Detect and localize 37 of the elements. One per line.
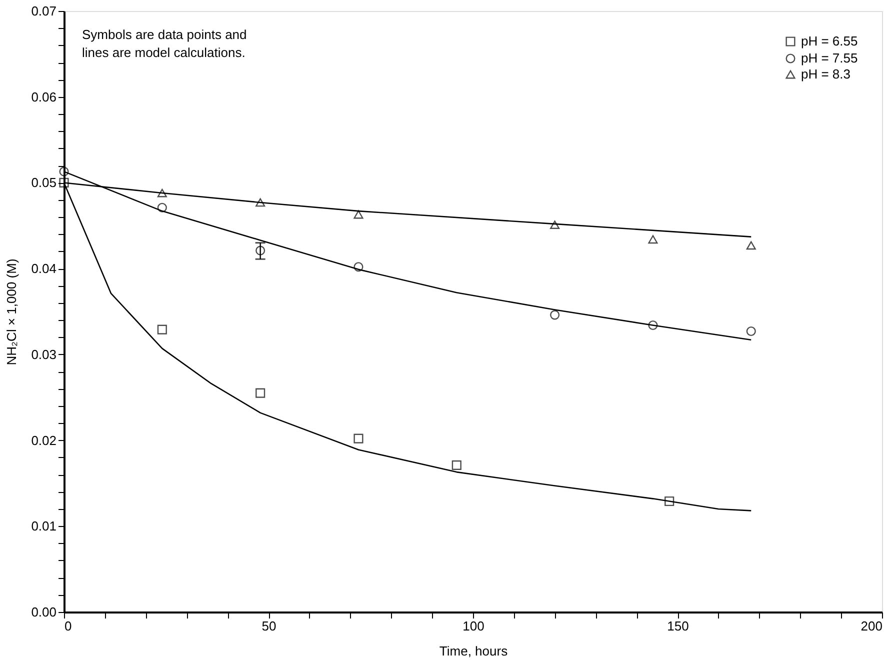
x-tick-label: 100 [462,618,484,634]
point [648,320,658,330]
legend-label: pH = 7.55 [801,50,858,66]
legend-label: pH = 6.55 [801,34,858,48]
point [59,166,69,176]
point [256,246,266,256]
point [157,202,167,212]
x-tick-label: 200 [860,618,882,634]
x-tick-label: 0 [64,618,72,634]
point [550,310,560,320]
point [550,220,560,230]
y-tick-label: 0.06 [31,89,56,104]
point [746,326,756,336]
point [157,324,167,334]
point [648,235,658,244]
point [256,198,266,207]
y-tick-label: 0.01 [31,518,56,534]
y-tick-label: 0.04 [31,261,56,276]
point [256,388,266,398]
point [354,210,364,219]
x-tick-label: 50 [262,618,276,634]
y-axis-title: NH₂Cl × 1,000 (M) [4,258,20,366]
y-tick-label: 0.05 [31,175,56,190]
x-tick-label: 150 [667,618,689,634]
legend-label: pH = 8.3 [801,66,851,82]
point [354,434,364,444]
y-tick-label: 0.03 [31,346,56,362]
point [354,262,364,272]
x-axis-title: Time, hours [439,644,508,658]
point [746,241,756,250]
y-tick-label: 0.07 [31,4,56,18]
y-tick-label: 0.02 [31,432,56,448]
y-tick-label: 0.00 [31,604,56,620]
point [157,188,167,198]
point [452,460,462,470]
point [664,496,674,506]
annotation: Symbols are data points and lines are model calculations. [82,27,247,60]
